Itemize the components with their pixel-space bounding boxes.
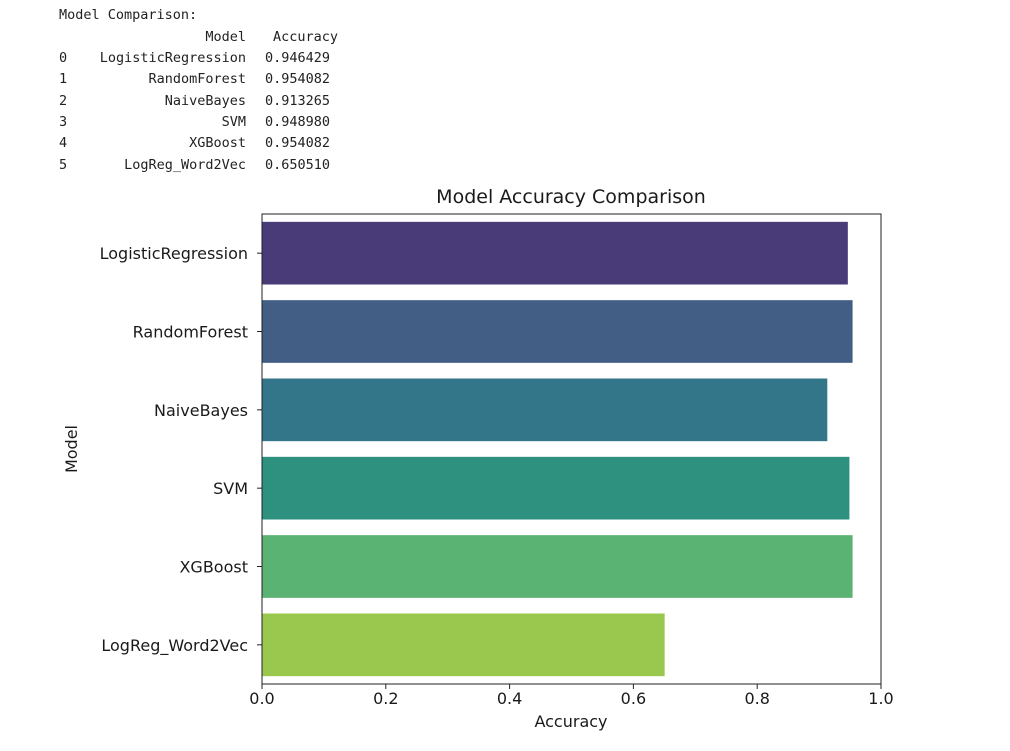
console-row-model: XGBoost <box>189 135 246 152</box>
console-row-accuracy: 0.948980 <box>265 113 331 130</box>
column-header-model: Model <box>205 29 246 45</box>
console-row-accuracy: 0.650510 <box>265 156 331 173</box>
y-axis-ticks: LogisticRegression RandomForest NaiveBayes… <box>100 244 262 656</box>
bars-group <box>262 221 853 677</box>
x-tick-label: 1.0 <box>868 689 893 708</box>
y-tick-label: XGBoost <box>179 558 248 577</box>
bar-xgboost <box>262 535 853 598</box>
console-row-index: 1 <box>59 71 68 88</box>
bar-svm <box>262 456 850 520</box>
console-row-accuracy: 0.954082 <box>265 135 331 152</box>
console-row-accuracy: 0.954082 <box>265 71 331 88</box>
console-row-index: 3 <box>59 113 68 130</box>
chart-title: Model Accuracy Comparison <box>436 186 706 208</box>
x-tick-label: 0.4 <box>497 689 522 708</box>
y-tick-label: RandomForest <box>133 323 248 342</box>
console-row-model: LogReg_Word2Vec <box>124 156 246 173</box>
console-row-model: SVM <box>221 113 246 130</box>
console-title: Model Comparison: <box>59 7 198 23</box>
console-row-model: NaiveBayes <box>164 92 246 109</box>
x-tick-label: 0.6 <box>621 689 646 708</box>
console-row-index: 4 <box>59 135 68 152</box>
bar-logreg-word2vec <box>262 613 665 677</box>
console-output: Model Comparison: Model Accuracy 0 Logist… <box>0 0 1010 180</box>
console-row-model: LogisticRegression <box>99 50 246 66</box>
x-tick-label: 0.8 <box>744 689 769 708</box>
y-tick-label: NaiveBayes <box>154 401 248 420</box>
plot-frame <box>261 213 882 685</box>
x-axis-ticks: 0.0 0.2 0.4 0.6 0.8 1.0 <box>249 684 894 708</box>
console-row-model: RandomForest <box>148 71 246 88</box>
y-tick-label: LogisticRegression <box>100 244 248 263</box>
console-row-accuracy: 0.946429 <box>265 50 331 66</box>
bar-logisticregression <box>262 221 848 285</box>
y-tick-label: SVM <box>213 479 248 498</box>
console-row-index: 5 <box>59 156 68 173</box>
x-tick-label: 0.0 <box>249 689 274 708</box>
x-tick-label: 0.2 <box>373 689 398 708</box>
y-tick-label: LogReg_Word2Vec <box>101 636 248 656</box>
console-row-index: 0 <box>59 50 68 66</box>
column-header-accuracy: Accuracy <box>273 29 339 45</box>
bar-randomforest <box>262 300 853 363</box>
y-axis-label: Model <box>62 425 81 473</box>
accuracy-bar-chart: Model Accuracy Comparison LogisticRegres… <box>62 186 894 731</box>
bar-naivebayes <box>262 378 828 442</box>
x-axis-label: Accuracy <box>534 712 607 731</box>
console-row-index: 2 <box>59 92 68 109</box>
console-row-accuracy: 0.913265 <box>265 92 331 109</box>
